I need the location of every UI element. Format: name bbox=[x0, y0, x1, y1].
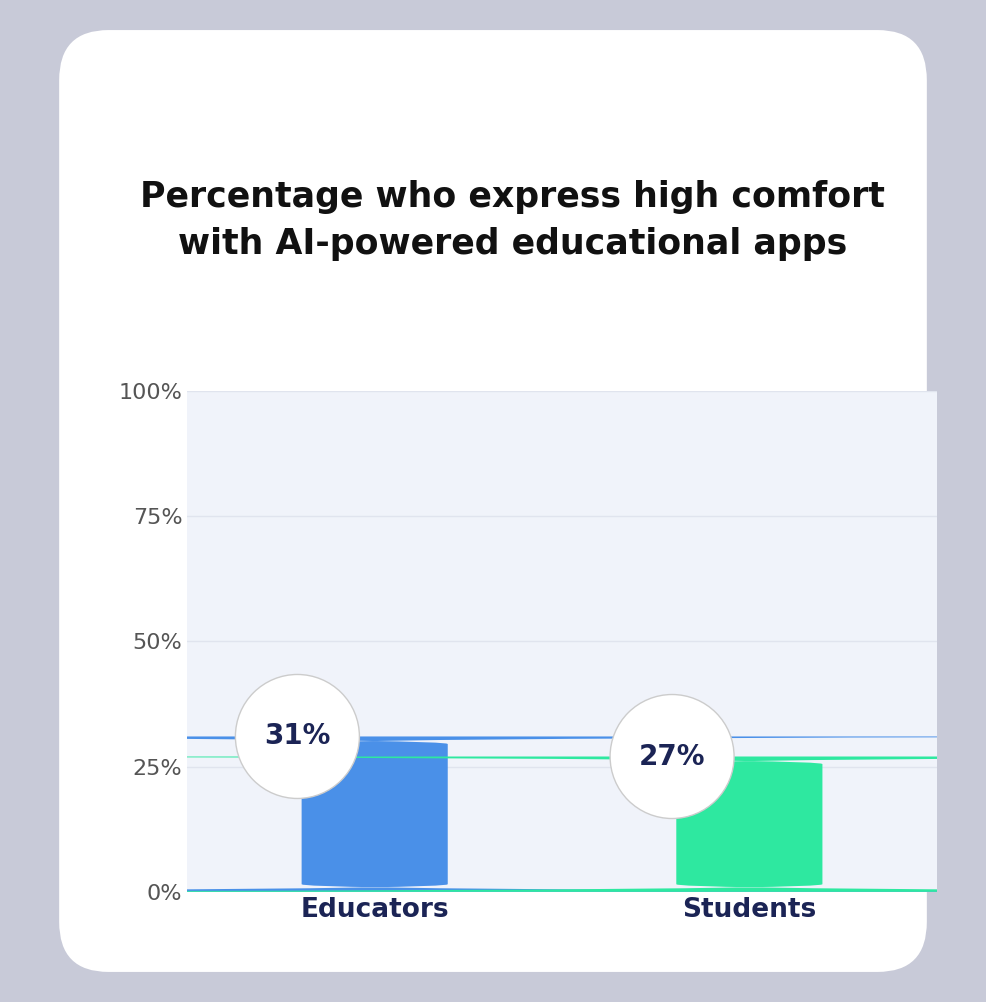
FancyBboxPatch shape bbox=[0, 757, 986, 892]
FancyBboxPatch shape bbox=[0, 736, 986, 892]
Text: 27%: 27% bbox=[639, 742, 705, 771]
Ellipse shape bbox=[610, 694, 735, 819]
Text: 31%: 31% bbox=[264, 722, 330, 750]
Ellipse shape bbox=[236, 674, 360, 799]
FancyBboxPatch shape bbox=[59, 30, 927, 972]
Text: Percentage who express high comfort
with AI-powered educational apps: Percentage who express high comfort with… bbox=[140, 179, 885, 262]
